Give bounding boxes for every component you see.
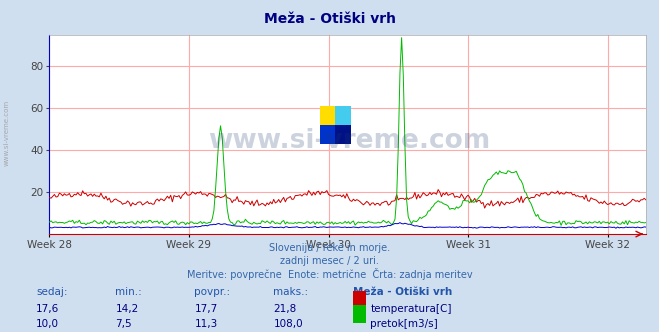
Text: povpr.:: povpr.:: [194, 287, 231, 297]
Text: 17,6: 17,6: [36, 304, 59, 314]
Text: 7,5: 7,5: [115, 319, 132, 329]
Text: 10,0: 10,0: [36, 319, 59, 329]
Text: sedaj:: sedaj:: [36, 287, 68, 297]
Bar: [320, 106, 335, 125]
Text: www.si-vreme.com: www.si-vreme.com: [208, 128, 490, 154]
Bar: [320, 125, 335, 144]
Text: 108,0: 108,0: [273, 319, 303, 329]
Text: 14,2: 14,2: [115, 304, 138, 314]
Text: Meža - Otiški vrh: Meža - Otiški vrh: [353, 287, 452, 297]
Text: maks.:: maks.:: [273, 287, 308, 297]
Bar: [335, 125, 351, 144]
Text: pretok[m3/s]: pretok[m3/s]: [370, 319, 438, 329]
Text: Meža - Otiški vrh: Meža - Otiški vrh: [264, 12, 395, 26]
Text: 11,3: 11,3: [194, 319, 217, 329]
Text: 17,7: 17,7: [194, 304, 217, 314]
Text: 21,8: 21,8: [273, 304, 297, 314]
Text: Slovenija / reke in morje.: Slovenija / reke in morje.: [269, 243, 390, 253]
Text: zadnji mesec / 2 uri.: zadnji mesec / 2 uri.: [280, 256, 379, 266]
Bar: [335, 106, 351, 125]
Text: temperatura[C]: temperatura[C]: [370, 304, 452, 314]
Text: Meritve: povprečne  Enote: metrične  Črta: zadnja meritev: Meritve: povprečne Enote: metrične Črta:…: [186, 268, 473, 280]
Text: min.:: min.:: [115, 287, 142, 297]
Text: www.si-vreme.com: www.si-vreme.com: [3, 100, 10, 166]
